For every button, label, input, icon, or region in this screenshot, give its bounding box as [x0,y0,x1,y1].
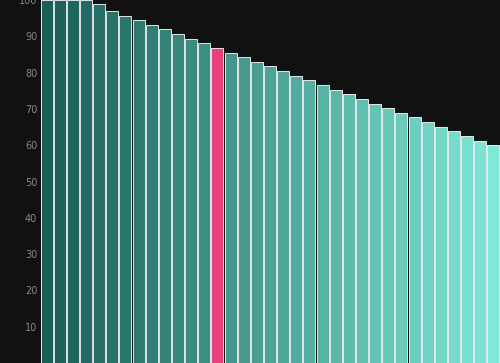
Bar [435,127,447,363]
Bar [172,34,184,363]
Bar [264,66,276,363]
Bar [396,113,407,363]
Bar [316,85,328,363]
Bar [198,43,210,363]
Bar [106,11,118,363]
Bar [67,0,79,363]
Bar [382,108,394,363]
Bar [80,0,92,363]
Bar [343,94,355,363]
Bar [356,99,368,363]
Bar [422,122,434,363]
Bar [369,103,381,363]
Bar [212,48,224,363]
Bar [132,20,144,363]
Bar [159,29,171,363]
Bar [290,76,302,363]
Bar [93,4,105,363]
Bar [185,39,197,363]
Bar [448,131,460,363]
Bar [251,62,263,363]
Bar [304,80,316,363]
Bar [238,57,250,363]
Bar [54,0,66,363]
Bar [474,140,486,363]
Bar [120,16,132,363]
Bar [461,136,473,363]
Bar [277,71,289,363]
Bar [488,145,500,363]
Bar [146,25,158,363]
Bar [40,0,52,363]
Bar [408,117,420,363]
Bar [224,53,236,363]
Bar [330,90,342,363]
